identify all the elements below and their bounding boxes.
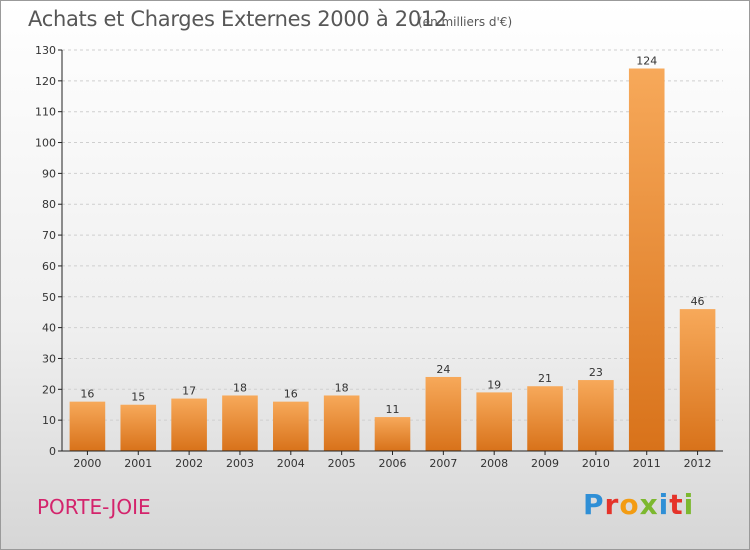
y-tick-label: 30 (42, 352, 56, 365)
x-tick-label: 2009 (531, 457, 559, 470)
x-tick-label: 2003 (226, 457, 254, 470)
brand-letter: o (619, 488, 640, 521)
bar (120, 404, 157, 451)
bar (171, 398, 207, 451)
bar (527, 386, 563, 451)
bar-value-label: 15 (131, 391, 145, 404)
y-tick-label: 90 (42, 167, 56, 180)
chart-title: Achats et Charges Externes 2000 à 2012 (28, 7, 448, 31)
y-tick-label: 120 (35, 75, 56, 88)
x-tick-label: 2007 (429, 457, 457, 470)
bar (679, 309, 716, 451)
bar-value-label: 11 (386, 403, 400, 416)
x-tick-label: 2011 (633, 457, 661, 470)
bar (69, 401, 106, 451)
y-tick-label: 70 (42, 229, 56, 242)
bar (425, 376, 462, 451)
x-tick-label: 2012 (684, 457, 712, 470)
x-tick-label: 2000 (73, 457, 101, 470)
x-tick-label: 2004 (277, 457, 305, 470)
commune-name: PORTE-JOIE (37, 495, 151, 519)
y-tick-label: 110 (35, 106, 56, 119)
x-tick-label: 2002 (175, 457, 203, 470)
y-tick-label: 0 (49, 445, 56, 458)
bar (273, 401, 309, 451)
x-tick-label: 2005 (328, 457, 356, 470)
y-tick-label: 130 (35, 44, 56, 57)
y-tick-label: 100 (35, 137, 56, 150)
brand-letter: i (658, 488, 670, 521)
brand-letter: r (604, 488, 620, 521)
bar (323, 395, 360, 451)
x-tick-label: 2001 (124, 457, 152, 470)
brand-letter: x (639, 488, 659, 521)
y-tick-label: 40 (42, 322, 56, 335)
x-tick-label: 2010 (582, 457, 610, 470)
bar-value-label: 21 (538, 372, 552, 385)
brand-letter: i (683, 488, 695, 521)
bar-value-label: 17 (182, 385, 196, 398)
y-tick-label: 10 (42, 414, 56, 427)
bar (222, 395, 258, 451)
bar-value-label: 16 (284, 388, 298, 401)
brand-letter: t (669, 488, 684, 521)
y-tick-label: 80 (42, 198, 56, 211)
y-tick-label: 60 (42, 260, 56, 273)
y-tick-label: 50 (42, 291, 56, 304)
bar-value-label: 24 (436, 363, 450, 376)
x-tick-label: 2006 (379, 457, 407, 470)
bar-value-label: 46 (691, 295, 705, 308)
bar-value-label: 124 (636, 55, 657, 68)
bar (476, 392, 512, 451)
chart-subtitle: (en milliers d'€) (418, 15, 513, 29)
brand-logo: Proxiti (583, 488, 694, 521)
bar-value-label: 16 (80, 388, 94, 401)
bar (578, 380, 614, 451)
bar-value-label: 19 (487, 378, 501, 391)
brand-letter: P (583, 488, 605, 521)
y-tick-label: 20 (42, 383, 56, 396)
bar (374, 417, 411, 451)
bar-value-label: 18 (233, 381, 247, 394)
bar-value-label: 18 (335, 381, 349, 394)
bar (628, 68, 665, 451)
bar-value-label: 23 (589, 366, 603, 379)
x-tick-label: 2008 (480, 457, 508, 470)
